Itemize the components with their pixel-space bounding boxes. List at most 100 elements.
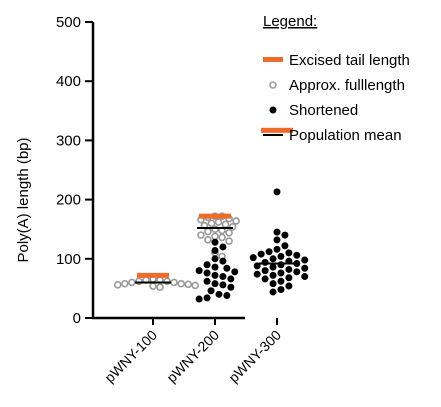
excised-tail-bar [137,272,169,278]
approx-fulllength-point [156,283,164,292]
shortened-point [261,275,269,283]
approx-fulllength-point [211,232,219,241]
approx-fulllength-point [204,236,212,244]
shortened-point [223,292,231,300]
legend-label: Approx. fulllength [289,77,405,94]
x-tick-label: pWNY-300 [225,327,284,386]
legend: Legend: Excised tail length Approx. fulll… [263,13,410,144]
shortened-point [227,283,235,291]
shortened-point [301,256,309,264]
shortened-point [249,254,257,262]
approx-fulllength-point [225,228,233,237]
shortened-point [285,274,293,282]
shortened-point [293,268,301,276]
y-axis: 0 100 200 300 400 500 [56,14,95,327]
approx-fulllength-point [221,220,230,229]
shortened-point [215,290,223,298]
shortened-point [273,245,281,253]
approx-fulllength-point [197,231,205,239]
shortened-point [231,268,239,276]
shortened-point [293,260,301,268]
legend-swatch-excised [263,57,283,62]
legend-title: Legend: [263,13,317,30]
approx-fulllength-point [214,218,223,226]
shortened-point [219,257,227,265]
approx-fulllength-point [184,280,192,289]
shortened-point [269,255,277,263]
shortened-point [211,255,219,263]
shortened-point [285,249,293,257]
x-tick-label: pWNY-100 [101,327,160,386]
shortened-point [219,281,227,289]
y-tick-label: 100 [56,251,81,268]
y-axis-title: Poly(A) length (bp) [15,137,32,262]
x-axis: pWNY-100 pWNY-200 pWNY-300 [92,316,284,386]
shortened-point [269,288,277,296]
legend-label: Excised tail length [289,52,410,69]
excised-tail-bar [261,127,293,133]
shortened-point [277,286,285,294]
approx-fulllength-point [170,278,178,287]
legend-label: Population mean [289,127,402,144]
legend-swatch-approx [269,81,277,89]
approx-fulllength-point [207,219,216,228]
legend-item: Population mean [263,127,402,144]
approx-fulllength-point [177,279,185,288]
shortened-point [261,267,269,275]
shortened-point [261,258,269,266]
shortened-point [257,250,265,258]
shortened-point [265,248,273,256]
shortened-point [203,294,211,302]
approx-fulllength-point [204,227,212,236]
shortened-point [211,280,219,288]
shortened-point [277,277,285,285]
shortened-point [269,263,277,271]
legend-item: Shortened [269,102,358,119]
y-tick-label: 400 [56,73,81,90]
approx-fulllength-point [232,217,240,225]
shortened-point [219,243,227,251]
y-tick-label: 300 [56,132,81,149]
shortened-point [285,265,293,273]
shortened-point [269,271,277,279]
shortened-point [203,277,211,285]
shortened-point [195,267,203,275]
approx-fulllength-point [218,233,226,242]
shortened-point [211,247,219,255]
approx-fulllength-point [114,281,122,289]
y-tick-label: 200 [56,192,81,209]
shortened-point [301,264,309,272]
shortened-point [269,280,277,288]
shortened-point [219,273,227,281]
shortened-point [203,269,211,277]
x-tick-label: pWNY-200 [163,327,222,386]
approx-fulllength-point [149,282,157,290]
approx-fulllength-point [121,279,129,288]
shortened-point [273,188,281,196]
shortened-point [211,238,219,246]
shortened-point [273,236,281,244]
shortened-point [207,287,215,295]
y-tick-label: 0 [73,310,81,327]
shortened-point [203,261,211,269]
shortened-point [281,231,289,239]
approx-fulllength-point [225,237,233,245]
shortened-point [223,264,231,272]
excised-tail-bar [199,213,231,219]
shortened-point [227,275,235,283]
shortened-point [273,228,281,236]
plot-area [114,127,309,303]
shortened-point [293,251,301,259]
shortened-point [211,263,219,271]
approx-fulllength-point [191,281,200,290]
shortened-point [301,273,309,281]
shortened-point [211,271,219,279]
shortened-point [285,282,293,290]
shortened-point [277,261,285,269]
shortened-point [253,262,261,270]
shortened-point [281,242,289,250]
legend-label: Shortened [289,102,358,119]
shortened-point [277,269,285,277]
shortened-point [253,270,261,278]
